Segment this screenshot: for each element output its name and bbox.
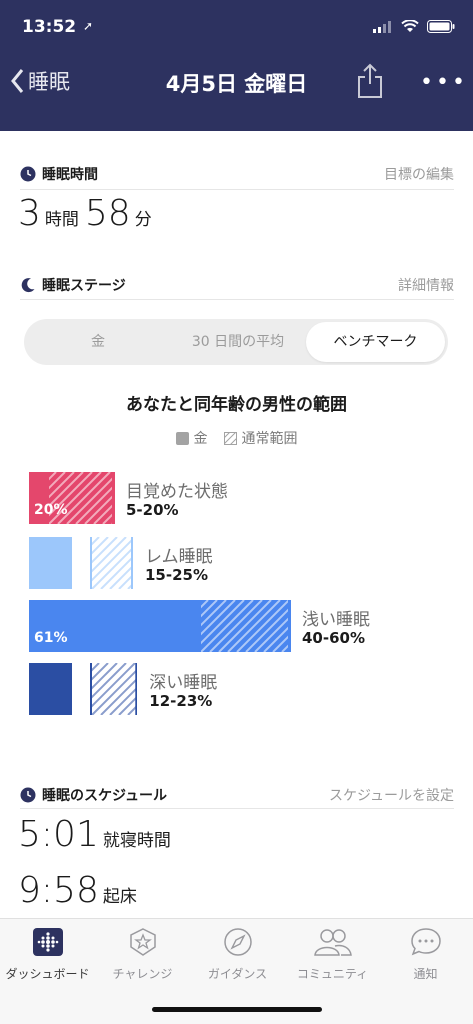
- wake-label: 起床: [102, 887, 137, 907]
- legend-actual-swatch: [175, 432, 189, 445]
- app-header: 13:52 ➚ 睡眠 4月5日 金曜日 •••: [0, 0, 473, 131]
- stage-value-0: 20%: [34, 502, 68, 518]
- benchmark-title: あなたと同年齢の男性の範囲: [126, 395, 347, 415]
- bedtime-row: 5:01 就寝時間: [18, 814, 177, 855]
- stage-view-selector: 金 30 日間の平均 ベンチマーク: [24, 319, 448, 365]
- signal-icon: [373, 20, 391, 33]
- stage-normal-range-0: 5-20%: [126, 501, 179, 519]
- share-button[interactable]: [356, 62, 384, 104]
- tab-notifications[interactable]: 通知: [378, 927, 473, 982]
- tab-benchmark[interactable]: ベンチマーク: [306, 322, 445, 362]
- bottom-tab-bar: ダッシュボード チャレンジ ガイダンス コミュニティ 通知: [0, 918, 473, 1024]
- tab-guidance[interactable]: ガイダンス: [190, 927, 285, 982]
- home-indicator: [152, 1007, 322, 1012]
- sleep-hours-unit: 時間: [44, 210, 79, 230]
- more-options-icon[interactable]: •••: [420, 70, 468, 95]
- tab-dashboard[interactable]: ダッシュボード: [0, 927, 95, 982]
- status-indicators: [373, 20, 455, 33]
- stage-name-1: レム睡眠: [145, 547, 213, 567]
- tab-day[interactable]: 金: [91, 334, 105, 350]
- stage-name-0: 目覚めた状態: [126, 482, 228, 502]
- chat-bubble-icon: [410, 928, 441, 956]
- location-arrow-icon: ➚: [83, 19, 94, 33]
- challenge-star-icon: [129, 928, 156, 956]
- tab-community-label: コミュニティ: [296, 967, 369, 981]
- sleep-hours: 3: [18, 193, 41, 234]
- share-icon: [358, 63, 382, 98]
- legend-actual-label: 金: [193, 431, 208, 447]
- moon-icon: [21, 278, 35, 293]
- legend-actual: 金: [175, 428, 208, 448]
- sleep-minutes: 58: [84, 193, 131, 234]
- tab-guidance-label: ガイダンス: [207, 967, 268, 981]
- sleep-stages-title: 睡眠ステージ: [42, 278, 126, 294]
- details-link[interactable]: 詳細情報: [398, 278, 454, 294]
- tab-dashboard-label: ダッシュボード: [5, 967, 90, 981]
- clock-icon: [20, 166, 36, 182]
- stage-bar-1: [29, 537, 72, 589]
- tab-challenges[interactable]: チャレンジ: [95, 927, 190, 982]
- stage-normal-range-2: 40-60%: [302, 629, 366, 647]
- wake-value: 9:58: [18, 870, 99, 911]
- legend-range-label: 通常範囲: [241, 431, 298, 447]
- sleep-duration: 3 時間 58 分: [18, 193, 158, 234]
- bedtime-value: 5:01: [18, 814, 99, 855]
- set-schedule-link[interactable]: スケジュールを設定: [328, 788, 454, 804]
- wake-row: 9:58 起床: [18, 870, 143, 911]
- chart-legend: 金 通常範囲: [0, 428, 473, 448]
- page-title: 4月5日 金曜日: [165, 72, 308, 96]
- divider: [20, 299, 454, 300]
- divider: [20, 808, 454, 809]
- wifi-icon: [401, 20, 419, 32]
- back-label: 睡眠: [28, 70, 70, 94]
- stage-name-3: 深い睡眠: [149, 673, 218, 693]
- legend-range: 通常範囲: [223, 428, 298, 448]
- dashboard-icon: [32, 928, 63, 956]
- sleep-stages-header: 睡眠ステージ 詳細情報: [20, 273, 454, 297]
- tab-30-day-average[interactable]: 30 日間の平均: [191, 334, 285, 350]
- tab-challenges-label: チャレンジ: [112, 967, 173, 981]
- stage-range-0: [47, 472, 114, 524]
- compass-icon: [223, 928, 252, 956]
- schedule-header: 睡眠のスケジュール スケジュールを設定: [20, 783, 454, 807]
- bedtime-label: 就寝時間: [102, 831, 171, 851]
- status-time: 13:52: [22, 17, 77, 37]
- stage-name-2: 浅い睡眠: [302, 610, 370, 630]
- stage-bar-3: [29, 663, 72, 715]
- divider: [20, 189, 454, 190]
- tab-community[interactable]: コミュニティ: [285, 927, 380, 982]
- schedule-title: 睡眠のスケジュール: [42, 788, 168, 804]
- community-icon: [313, 929, 352, 956]
- stage-range-3: [90, 663, 138, 715]
- stage-normal-range-3: 12-23%: [149, 692, 213, 710]
- stage-range-1: [90, 537, 133, 589]
- chevron-left-icon: [11, 69, 24, 93]
- battery-icon: [427, 20, 455, 33]
- sleep-time-header: 睡眠時間 目標の編集: [20, 162, 454, 186]
- stage-value-2: 61%: [34, 630, 68, 646]
- back-button[interactable]: 睡眠: [10, 66, 70, 96]
- tab-notifications-label: 通知: [413, 967, 438, 981]
- legend-range-swatch: [223, 432, 237, 445]
- edit-goal-link[interactable]: 目標の編集: [384, 167, 454, 183]
- sleep-time-title: 睡眠時間: [42, 167, 98, 183]
- sleep-minutes-unit: 分: [134, 210, 152, 230]
- stage-normal-range-1: 15-25%: [145, 566, 209, 584]
- clock-icon: [20, 787, 36, 803]
- stage-range-2: [199, 600, 290, 652]
